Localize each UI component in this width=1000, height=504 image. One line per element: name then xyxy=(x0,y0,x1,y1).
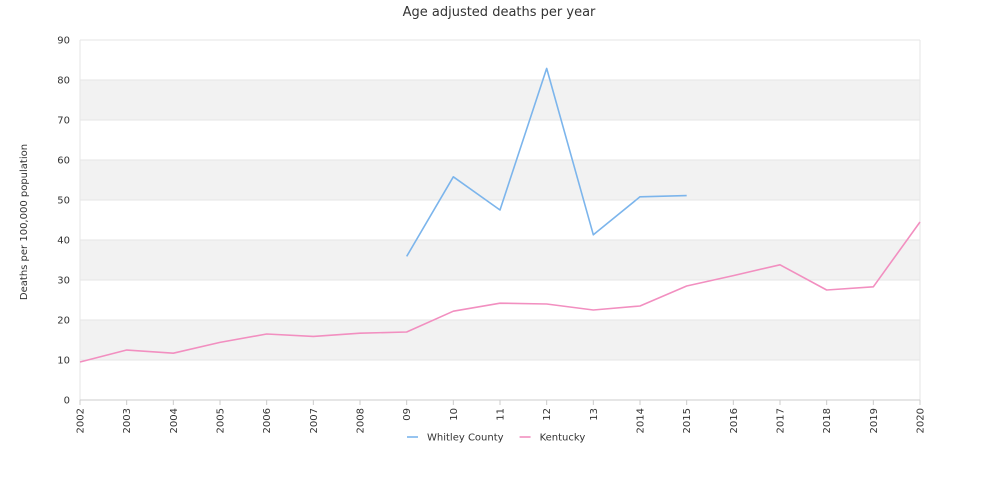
y-tick-label: 50 xyxy=(57,196,70,207)
y-tick-label: 30 xyxy=(57,276,70,287)
x-tick-label: 09 xyxy=(402,408,413,421)
plot-band xyxy=(80,320,920,360)
x-tick-label: 2017 xyxy=(776,408,787,433)
y-axis: 0 10 20 30 40 50 60 70 80 90 xyxy=(57,36,70,407)
y-tick-label: 80 xyxy=(57,76,70,87)
x-axis: 2002 2003 2004 2005 2006 2007 2008 09 10 11 12 13 20… xyxy=(76,399,927,433)
legend-item-kentucky[interactable]: Kentucky xyxy=(519,433,586,444)
legend-label: Whitley County xyxy=(427,433,504,444)
x-tick-label: 2015 xyxy=(682,408,693,433)
y-axis-label: Deaths per 100,000 population xyxy=(19,144,30,300)
grid-lines xyxy=(79,39,921,401)
chart-title: Age adjusted deaths per year xyxy=(403,5,596,20)
x-tick-label: 2004 xyxy=(169,408,180,433)
x-tick-label: 12 xyxy=(542,408,553,421)
series-layer xyxy=(79,67,921,363)
legend-label: Kentucky xyxy=(540,433,586,444)
legend-item-whitley-county[interactable]: Whitley County xyxy=(407,433,504,444)
x-tick-label: 2016 xyxy=(729,408,740,433)
x-tick-label: 10 xyxy=(449,408,460,421)
x-tick-label: 2018 xyxy=(822,408,833,433)
x-tick-label: 2019 xyxy=(869,408,880,433)
x-tick-label: 2003 xyxy=(122,408,133,433)
y-tick-label: 70 xyxy=(57,116,70,127)
x-tick-label: 2014 xyxy=(636,408,647,433)
plot-band xyxy=(80,80,920,120)
x-tick-label: 11 xyxy=(496,408,507,421)
plot-bands xyxy=(80,40,920,400)
y-tick-label: 0 xyxy=(64,396,70,407)
series-line-whitley-county xyxy=(405,67,687,257)
x-tick-label: 13 xyxy=(589,408,600,421)
plot-band xyxy=(80,160,920,200)
x-tick-label: 2020 xyxy=(916,408,927,433)
y-tick-label: 90 xyxy=(57,36,70,47)
legend: Whitley County Kentucky xyxy=(407,433,585,444)
y-tick-label: 10 xyxy=(57,356,70,367)
y-tick-label: 60 xyxy=(57,156,70,167)
x-tick-label: 2006 xyxy=(262,408,273,433)
series-line-kentucky xyxy=(79,221,921,363)
y-tick-label: 40 xyxy=(57,236,70,247)
x-tick-label: 2008 xyxy=(356,408,367,433)
plot-band xyxy=(80,240,920,280)
x-tick-label: 2002 xyxy=(76,408,87,433)
y-tick-label: 20 xyxy=(57,316,70,327)
x-tick-label: 2005 xyxy=(216,408,227,433)
x-tick-label: 2007 xyxy=(309,408,320,433)
